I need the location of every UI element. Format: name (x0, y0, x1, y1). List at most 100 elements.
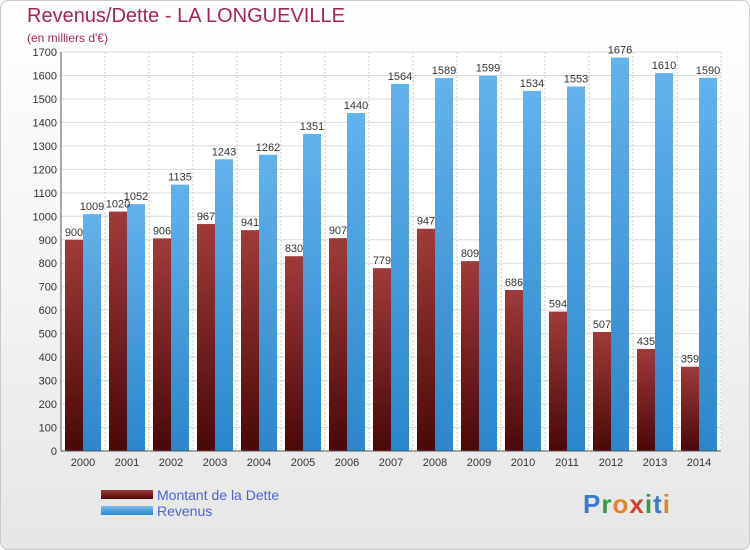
data-label-revenue: 1052 (124, 191, 148, 203)
bar-revenue (347, 113, 365, 451)
data-label-debt: 686 (505, 277, 523, 289)
x-tick-label: 2010 (511, 457, 535, 469)
data-label-debt: 906 (153, 225, 171, 237)
bar-debt (285, 256, 303, 451)
y-tick-label: 300 (39, 376, 57, 388)
data-label-debt: 941 (241, 217, 259, 229)
y-tick-label: 1400 (33, 117, 57, 129)
data-label-debt: 967 (197, 211, 215, 223)
data-label-debt: 947 (417, 216, 435, 228)
chart-subtitle: (en milliers d'€) (27, 31, 108, 45)
bar-debt (637, 348, 655, 451)
bar-debt (681, 366, 699, 451)
proxiti-logo: Proxiti (583, 489, 671, 519)
bar-debt (153, 238, 171, 451)
y-tick-label: 1300 (33, 141, 57, 153)
y-tick-label: 800 (39, 258, 57, 270)
legend-swatch-debt (101, 490, 153, 499)
y-tick-label: 200 (39, 399, 57, 411)
bar-debt (549, 311, 567, 451)
bar-debt (417, 228, 435, 451)
bar-revenue (83, 214, 101, 451)
y-tick-label: 1500 (33, 94, 57, 106)
data-label-revenue: 1135 (168, 172, 192, 184)
data-label-revenue: 1262 (256, 142, 280, 154)
bar-debt (65, 239, 83, 451)
x-tick-label: 2009 (467, 457, 491, 469)
x-tick-label: 2006 (335, 457, 359, 469)
data-label-debt: 830 (285, 243, 303, 255)
y-tick-label: 100 (39, 423, 57, 435)
y-tick-label: 1600 (33, 70, 57, 82)
bar-revenue (215, 159, 233, 451)
data-label-revenue: 1589 (432, 65, 456, 77)
legend-swatch-revenue (101, 506, 153, 515)
bar-revenue (435, 78, 453, 451)
bar-debt (461, 261, 479, 451)
bar-revenue (611, 57, 629, 452)
data-label-debt: 900 (65, 227, 83, 239)
bar-revenue (391, 83, 409, 452)
chart-title: Revenus/Dette - LA LONGUEVILLE (27, 5, 345, 27)
data-label-revenue: 1009 (80, 201, 104, 213)
legend-label-debt: Montant de la Dette (157, 487, 280, 503)
bar-debt (197, 224, 215, 451)
y-tick-label: 600 (39, 305, 57, 317)
bar-debt (241, 230, 259, 451)
y-tick-label: 500 (39, 329, 57, 341)
x-tick-label: 2003 (203, 457, 227, 469)
bar-debt (329, 238, 347, 451)
data-label-debt: 507 (593, 319, 611, 331)
data-label-revenue: 1351 (300, 121, 324, 133)
x-tick-label: 2013 (643, 457, 667, 469)
bar-debt (373, 268, 391, 451)
bar-revenue (479, 75, 497, 451)
x-tick-label: 2008 (423, 457, 447, 469)
bar-revenue (655, 73, 673, 451)
bar-debt (109, 211, 127, 451)
y-tick-label: 1700 (33, 47, 57, 59)
data-label-revenue: 1610 (652, 60, 676, 72)
x-tick-label: 2012 (599, 457, 623, 469)
data-label-debt: 907 (329, 225, 347, 237)
bar-debt (593, 332, 611, 451)
data-label-debt: 779 (373, 255, 391, 267)
bar-debt (505, 289, 523, 451)
data-label-revenue: 1599 (476, 63, 500, 75)
data-label-revenue: 1440 (344, 100, 368, 112)
data-label-revenue: 1564 (388, 71, 412, 83)
data-label-debt: 809 (461, 248, 479, 260)
data-label-revenue: 1553 (564, 74, 588, 86)
data-label-debt: 359 (681, 354, 699, 366)
y-tick-label: 1000 (33, 211, 57, 223)
y-tick-label: 0 (51, 446, 57, 458)
bar-revenue (303, 133, 321, 451)
y-tick-label: 700 (39, 282, 57, 294)
y-tick-label: 1200 (33, 164, 57, 176)
x-tick-label: 2011 (555, 457, 579, 469)
y-tick-label: 400 (39, 352, 57, 364)
bar-revenue (259, 154, 277, 451)
x-tick-label: 2001 (115, 457, 139, 469)
x-tick-label: 2007 (379, 457, 403, 469)
x-tick-label: 2005 (291, 457, 315, 469)
x-tick-label: 2004 (247, 457, 271, 469)
data-label-revenue: 1590 (696, 65, 720, 77)
x-tick-label: 2000 (71, 457, 95, 469)
data-label-debt: 594 (549, 299, 567, 311)
data-label-revenue: 1534 (520, 78, 544, 90)
bar-revenue (567, 86, 585, 451)
data-label-revenue: 1243 (212, 146, 236, 158)
y-tick-label: 900 (39, 235, 57, 247)
x-tick-label: 2014 (687, 457, 711, 469)
data-label-revenue: 1676 (608, 45, 632, 57)
bar-revenue (523, 90, 541, 451)
y-tick-label: 1100 (33, 188, 57, 200)
data-label-debt: 435 (637, 336, 655, 348)
bar-revenue (171, 184, 189, 451)
bar-revenue (699, 77, 717, 451)
data-label-debt: 1020 (106, 199, 130, 211)
legend-label-revenue: Revenus (157, 503, 213, 519)
